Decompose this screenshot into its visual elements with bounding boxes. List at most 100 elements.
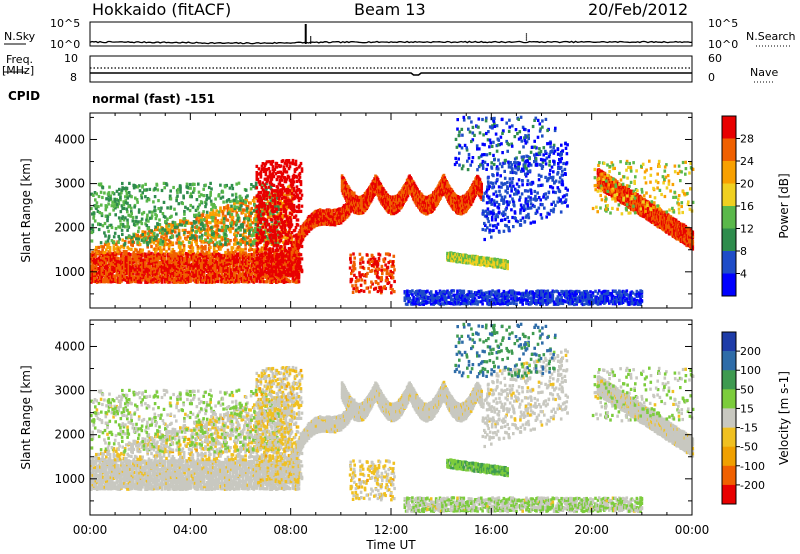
range-gate-cell bbox=[201, 212, 205, 216]
range-gate-cell bbox=[237, 280, 241, 284]
range-gate-cell bbox=[171, 274, 174, 278]
range-gate-cell bbox=[249, 252, 253, 256]
range-gate-cell bbox=[400, 205, 404, 209]
range-gate-cell bbox=[104, 240, 108, 244]
range-gate-cell bbox=[90, 239, 94, 243]
range-gate-cell bbox=[100, 274, 104, 278]
range-gate-cell bbox=[124, 275, 128, 280]
range-gate-cell bbox=[281, 253, 285, 257]
range-gate-cell bbox=[199, 238, 202, 242]
range-gate-cell bbox=[291, 279, 295, 283]
range-gate-cell bbox=[148, 268, 152, 272]
range-gate-cell bbox=[171, 220, 175, 224]
range-gate-cell bbox=[123, 252, 126, 256]
range-gate-cell bbox=[193, 221, 196, 225]
range-gate-cell bbox=[209, 211, 212, 215]
range-gate-cell bbox=[276, 265, 280, 269]
range-gate-cell bbox=[184, 252, 188, 256]
range-gate-cell bbox=[154, 225, 157, 229]
range-gate-cell bbox=[139, 280, 143, 284]
range-gate-cell bbox=[345, 191, 348, 195]
range-gate-cell bbox=[292, 234, 296, 238]
range-gate-cell bbox=[225, 252, 228, 256]
range-gate-cell bbox=[244, 213, 247, 217]
range-gate-cell bbox=[157, 264, 161, 268]
range-gate-cell bbox=[91, 253, 95, 257]
range-gate-cell bbox=[125, 236, 128, 240]
range-gate-cell bbox=[101, 224, 105, 228]
range-gate-cell bbox=[285, 260, 289, 264]
range-gate-cell bbox=[295, 205, 299, 209]
range-gate-cell bbox=[294, 226, 298, 230]
range-gate-cell bbox=[249, 238, 252, 242]
range-gate-cell bbox=[185, 237, 188, 241]
range-gate-cell bbox=[233, 262, 236, 266]
range-gate-cell bbox=[175, 280, 179, 284]
range-gate-cell bbox=[243, 274, 247, 278]
range-gate-cell bbox=[117, 192, 121, 196]
range-gate-cell bbox=[249, 243, 253, 247]
range-gate-cell bbox=[109, 268, 113, 272]
range-gate-cell bbox=[210, 256, 213, 261]
range-gate-cell bbox=[159, 252, 162, 256]
range-gate-cell bbox=[221, 243, 225, 247]
range-gate-cell bbox=[259, 196, 263, 200]
range-gate-cell bbox=[180, 280, 183, 284]
range-gate-cell bbox=[181, 274, 185, 278]
range-gate-cell bbox=[165, 223, 168, 227]
range-gate-cell bbox=[205, 276, 209, 280]
range-gate-cell bbox=[270, 191, 274, 195]
range-gate-cell bbox=[151, 264, 155, 268]
range-gate-cell bbox=[227, 271, 230, 275]
range-gate-cell bbox=[207, 254, 210, 258]
range-gate-cell bbox=[298, 171, 302, 176]
range-gate-cell bbox=[150, 245, 153, 249]
range-gate-cell bbox=[253, 250, 256, 254]
range-gate-cell bbox=[177, 280, 180, 284]
range-gate-cell bbox=[159, 209, 162, 213]
range-gate-cell bbox=[195, 225, 199, 229]
range-gate-cell bbox=[290, 223, 294, 227]
range-gate-cell bbox=[276, 280, 280, 284]
range-gate-cell bbox=[157, 256, 161, 260]
range-gate-cell bbox=[333, 223, 337, 227]
range-gate-cell bbox=[262, 201, 266, 205]
range-gate-cell bbox=[248, 232, 251, 236]
range-gate-cell bbox=[265, 230, 269, 234]
range-gate-cell bbox=[123, 240, 127, 244]
range-gate-cell bbox=[186, 260, 189, 265]
range-gate-cell bbox=[276, 275, 280, 279]
range-gate-cell bbox=[295, 249, 299, 253]
range-gate-cell bbox=[281, 274, 284, 278]
range-gate-cell bbox=[245, 272, 248, 276]
range-gate-cell bbox=[236, 256, 239, 260]
range-gate-cell bbox=[157, 271, 161, 275]
range-gate-cell bbox=[258, 248, 261, 252]
range-gate-cell bbox=[142, 262, 146, 266]
range-gate-cell bbox=[281, 268, 284, 272]
range-gate-cell bbox=[209, 199, 213, 203]
range-gate-cell bbox=[133, 252, 137, 256]
range-gate-cell bbox=[379, 199, 383, 203]
range-gate-cell bbox=[207, 280, 210, 284]
range-gate-cell bbox=[124, 252, 128, 256]
range-gate-cell bbox=[168, 280, 171, 284]
range-gate-cell bbox=[129, 278, 132, 282]
range-gate-cell bbox=[273, 167, 277, 171]
range-gate-cell bbox=[204, 232, 207, 236]
range-gate-cell bbox=[96, 280, 99, 284]
range-gate-cell bbox=[150, 236, 153, 240]
range-gate-cell bbox=[210, 232, 214, 236]
range-gate-cell bbox=[114, 278, 117, 282]
range-gate-cell bbox=[237, 274, 241, 278]
range-gate-cell bbox=[237, 181, 241, 185]
range-gate-cell bbox=[187, 276, 191, 280]
range-gate-cell bbox=[276, 238, 280, 242]
range-gate-cell bbox=[150, 254, 153, 258]
range-gate-cell bbox=[144, 254, 147, 258]
range-gate-cell bbox=[111, 269, 114, 273]
range-gate-cell bbox=[150, 272, 153, 276]
range-gate-cell bbox=[205, 280, 209, 284]
range-gate-cell bbox=[240, 276, 244, 280]
range-gate-cell bbox=[239, 233, 242, 237]
